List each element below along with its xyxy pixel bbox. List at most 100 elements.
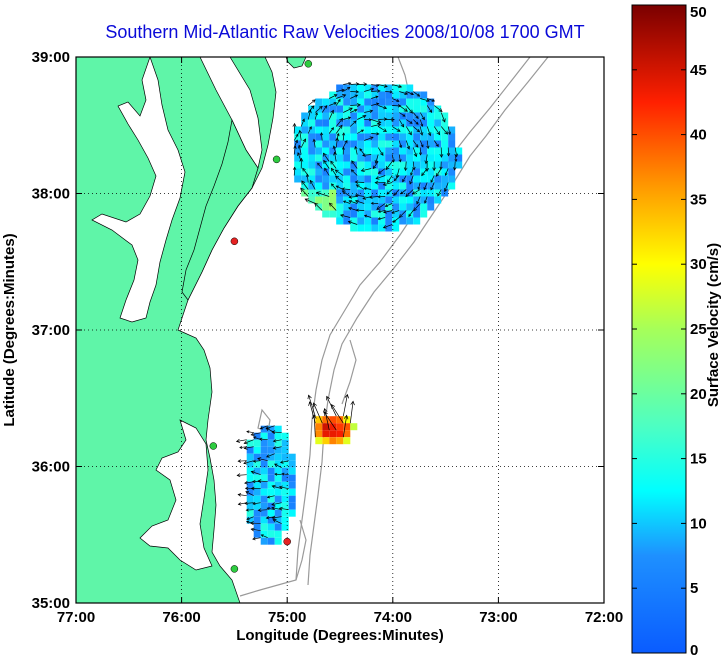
velocity-cell [315, 437, 323, 445]
velocity-cell [420, 98, 428, 106]
velocity-cell [406, 203, 414, 211]
velocity-cell [294, 133, 302, 141]
vector-head [409, 109, 413, 114]
velocity-cell [288, 467, 296, 475]
velocity-vector [350, 104, 361, 106]
vector-head [429, 109, 433, 114]
vector-head [420, 144, 424, 148]
velocity-vector [394, 175, 400, 181]
velocity-cell [336, 147, 344, 155]
velocity-cell [378, 126, 386, 134]
vector-head [412, 166, 416, 171]
velocity-cell [260, 523, 268, 531]
velocity-cell [260, 467, 268, 475]
velocity-vector [350, 94, 358, 99]
vector-head [305, 173, 310, 178]
velocity-cell [253, 439, 261, 447]
vector-head [341, 190, 346, 195]
vector-head [310, 105, 315, 109]
velocity-cell [246, 502, 254, 510]
velocity-cell [350, 161, 358, 169]
velocity-vector [423, 182, 428, 190]
velocity-cell [413, 161, 421, 169]
velocity-cell [441, 147, 449, 155]
vector-head [416, 200, 420, 205]
vector-head [376, 132, 380, 136]
vector-head [265, 427, 270, 431]
velocity-vector [267, 495, 275, 498]
velocity-vector [323, 160, 330, 169]
velocity-vector [237, 474, 247, 476]
velocity-cell [364, 189, 372, 197]
velocity-cell [448, 133, 456, 141]
velocity-cell [385, 147, 393, 155]
velocity-cell [336, 154, 344, 162]
velocity-cell [274, 432, 282, 440]
velocity-vector [362, 154, 372, 156]
velocity-vector [410, 168, 414, 176]
vector-head [383, 117, 388, 121]
velocity-vector [246, 509, 254, 511]
velocity-cell [288, 481, 296, 489]
vector-head [297, 144, 302, 149]
vector-head [323, 407, 328, 413]
velocity-vector [251, 528, 261, 532]
velocity-vector [416, 196, 421, 204]
velocity-cell [392, 84, 400, 92]
velocity-vector [430, 175, 435, 183]
velocity-cell [274, 446, 282, 454]
velocity-cell [406, 154, 414, 162]
velocity-vector [419, 112, 425, 120]
vector-head [363, 214, 368, 218]
vector-head [252, 459, 257, 463]
velocity-vector [343, 87, 351, 92]
velocity-vector [391, 210, 400, 214]
station-marker [272, 155, 281, 164]
velocity-cell [357, 112, 365, 120]
velocity-cell [413, 154, 421, 162]
vector-head [243, 440, 248, 445]
vector-head [331, 403, 336, 409]
velocity-vector [328, 127, 334, 134]
velocity-cell [357, 98, 365, 106]
vector-head [249, 521, 254, 526]
velocity-vector [433, 140, 439, 147]
velocity-cell [364, 91, 372, 99]
velocity-cell [378, 119, 386, 127]
vector-head [385, 165, 390, 171]
velocity-cell [315, 154, 323, 162]
velocity-cell [322, 203, 330, 211]
velocity-cell [392, 112, 400, 120]
vector-head [324, 167, 328, 172]
velocity-vector [420, 98, 430, 102]
vector-head [274, 463, 278, 467]
vector-head [396, 128, 401, 132]
velocity-vector [419, 126, 423, 136]
velocity-cell [399, 175, 407, 183]
station-marker [304, 60, 313, 68]
velocity-cell [336, 196, 344, 204]
velocity-cell [392, 91, 400, 99]
vector-head [252, 502, 256, 506]
velocity-vector [378, 105, 387, 109]
velocity-cell [371, 210, 379, 218]
velocity-cell [350, 98, 358, 106]
velocity-cell [413, 112, 421, 120]
velocity-cell [336, 112, 344, 120]
velocity-vector [244, 502, 254, 504]
velocity-cell [350, 210, 358, 218]
velocity-cell [343, 210, 351, 218]
velocity-fields [246, 84, 463, 545]
vector-head [391, 159, 395, 163]
velocity-cell [371, 182, 379, 190]
x-tick-label: 77:00 [57, 609, 95, 626]
vector-head [408, 213, 412, 218]
vector-head [335, 175, 340, 180]
velocity-vector [342, 140, 348, 148]
velocity-cell [343, 133, 351, 141]
velocity-cell [427, 105, 435, 113]
vector-head [377, 217, 381, 221]
velocity-cell [350, 203, 358, 211]
velocity-vector [400, 189, 407, 195]
velocity-cell [336, 182, 344, 190]
